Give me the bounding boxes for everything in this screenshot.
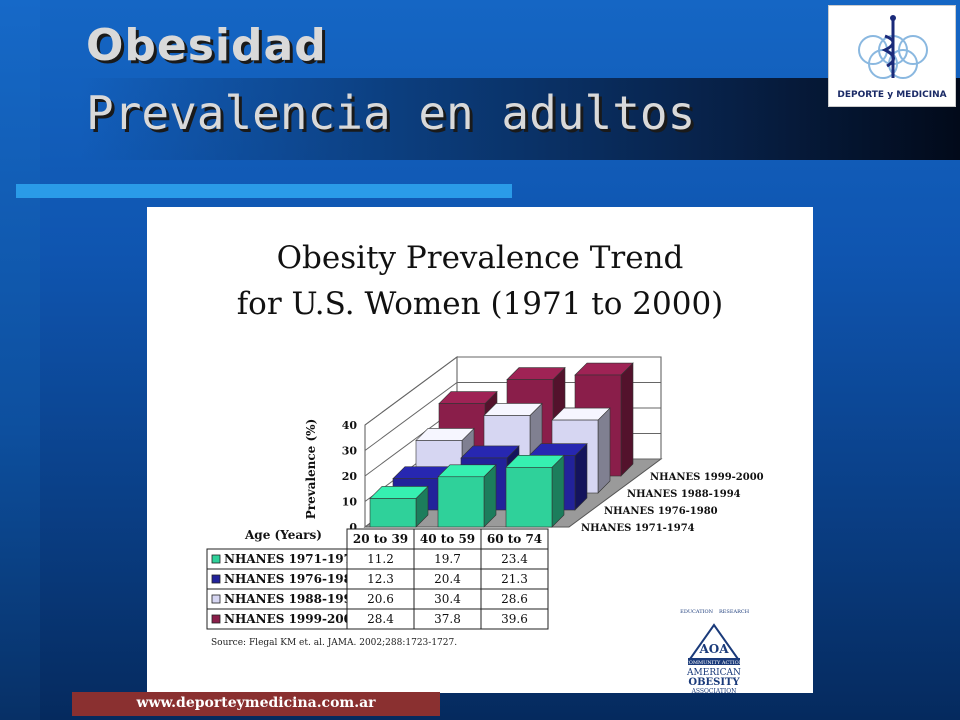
gridline [364, 356, 661, 426]
deporte-medicina-logo: DEPORTE y MEDICINA [828, 5, 956, 107]
title-banner [80, 78, 960, 160]
bar [505, 467, 553, 528]
table-value: 20.4 [434, 572, 461, 586]
legend-series-name: NHANES 1988-1994 [224, 592, 360, 606]
legend-swatch [211, 554, 221, 564]
x-category-label: 60 to 74 [487, 532, 542, 546]
table-value: 37.8 [434, 612, 461, 626]
legend-series-name: NHANES 1971-1974 [224, 552, 360, 566]
aoa-band [688, 658, 740, 665]
x-axis-label: Age (Years) [244, 528, 322, 542]
legend-series-name: NHANES 1976-1980 [224, 572, 360, 586]
y-tick-label: 40 [342, 419, 358, 432]
aoa-letters: AOA [698, 642, 729, 656]
bar [437, 476, 485, 528]
table-value: 21.3 [501, 572, 528, 586]
y-tick-label: 30 [342, 445, 358, 458]
bar-side [620, 362, 634, 477]
legend-swatch [211, 594, 221, 604]
table-value: 39.6 [501, 612, 528, 626]
footer-bar: www.deporteymedicina.com.ar [72, 692, 440, 716]
legend-swatch [211, 574, 221, 584]
depth-axis-label: NHANES 1988-1994 [627, 489, 741, 500]
aoa-line: ASSOCIATION [691, 688, 737, 693]
y-tick-label: 20 [342, 470, 358, 483]
legend-swatch [211, 614, 221, 624]
x-category-label: 20 to 39 [353, 532, 408, 546]
aoa-arc-right: RESEARCH [719, 609, 750, 615]
depth-axis-label: NHANES 1971-1974 [581, 523, 695, 534]
aoa-arc-left: EDUCATION [680, 609, 713, 615]
aoa-band-text: COMMUNITY ACTION [685, 660, 744, 666]
source-note: Source: Flegal KM et. al. JAMA. 2002;288… [211, 638, 457, 648]
y-tick-label: 0 [349, 521, 357, 534]
x-category-label: 40 to 59 [420, 532, 475, 546]
table-value: 28.4 [367, 612, 394, 626]
table-cell [480, 608, 549, 630]
slide-subtitle: Prevalencia en adultos [86, 86, 696, 140]
y-axis-label: Prevalence (%) [304, 419, 318, 520]
chart-svg: 0 10 20 30 40 Prevalence (%) NHANES 1971-1974 N… [206, 356, 764, 693]
depth-axis-label: NHANES 1976-1980 [604, 506, 718, 517]
table-value: 20.6 [367, 592, 394, 606]
table-value: 28.6 [501, 592, 528, 606]
footer-url[interactable]: www.deporteymedicina.com.ar [136, 695, 376, 711]
bar-side [551, 454, 565, 528]
left-background-band [0, 0, 40, 720]
legend-series-name: NHANES 1999-2000 [224, 612, 360, 626]
aoa-line: AMERICAN [686, 668, 741, 678]
table-value: 11.2 [367, 552, 394, 566]
aoa-line: OBESITY [688, 677, 740, 688]
chart-title-line2: for U.S. Women (1971 to 2000) [236, 286, 724, 322]
slide-title: Obesidad [86, 20, 327, 71]
accent-bar [16, 184, 512, 198]
olympic-rings-caduceus-icon [858, 15, 928, 79]
table-value: 12.3 [367, 572, 394, 586]
y-tick-label: 10 [342, 496, 358, 509]
bar-side [597, 407, 611, 494]
logo-text: DEPORTE y MEDICINA [837, 90, 947, 100]
depth-axis-label: NHANES 1999-2000 [650, 472, 764, 483]
table-value: 30.4 [434, 592, 461, 606]
chart-title-line1: Obesity Prevalence Trend [276, 240, 684, 276]
table-value: 23.4 [501, 552, 528, 566]
table-value: 19.7 [434, 552, 461, 566]
chart-panel: Obesity Prevalence Trend for U.S. Women … [147, 207, 813, 693]
bar [369, 498, 417, 528]
